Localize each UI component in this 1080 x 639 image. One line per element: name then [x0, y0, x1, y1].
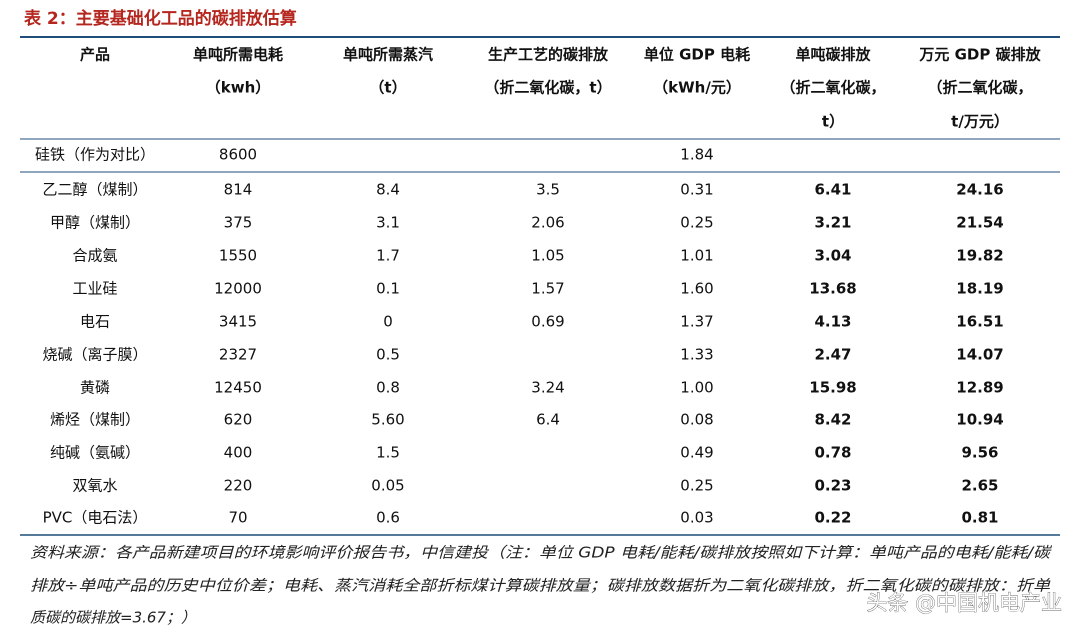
table-cell: 15.98 — [809, 379, 856, 397]
table-cell: 1550 — [219, 247, 257, 265]
table-cell: 0.31 — [680, 181, 713, 199]
table-cell: 16.51 — [956, 313, 1003, 331]
table-cell: 9.56 — [961, 444, 998, 462]
table-cell: 3.04 — [814, 247, 851, 265]
row-label: PVC（电石法） — [43, 509, 148, 527]
table-title: 表 2：主要基础化工品的碳排放估算 — [24, 8, 297, 29]
row-label: 纯碱（氨碱） — [50, 444, 140, 462]
table-cell: 18.19 — [956, 280, 1003, 298]
header-cell: （kwh） — [206, 79, 271, 97]
table-cell: 0.25 — [680, 477, 713, 495]
table-cell: 12.89 — [956, 379, 1003, 397]
table-cell: 6.41 — [814, 181, 851, 199]
table-cell: 0.69 — [531, 313, 564, 331]
row-label: 合成氨 — [72, 247, 117, 265]
table-cell: 0.78 — [814, 444, 851, 462]
row-label: 烧碱（离子膜） — [42, 346, 147, 364]
table-cell: 24.16 — [956, 181, 1003, 199]
header-cell: 单位 GDP 电耗 — [644, 46, 750, 64]
row-label: 黄磷 — [80, 379, 110, 397]
table-cell: 12000 — [214, 280, 262, 298]
table-cell: 0.05 — [371, 477, 404, 495]
table-cell: 12450 — [214, 379, 262, 397]
table-cell: 1.01 — [680, 247, 713, 265]
header-cell: （折二氧化碳， — [927, 79, 1032, 97]
table-cell: 3.24 — [531, 379, 564, 397]
table-cell: 14.07 — [956, 346, 1003, 364]
header-cell: 生产工艺的碳排放 — [488, 46, 609, 64]
table-cell: 0.49 — [680, 444, 713, 462]
table-cell: 220 — [224, 477, 253, 495]
table-cell: 21.54 — [956, 214, 1003, 232]
table-cell: 1.7 — [376, 247, 400, 265]
table-cell: 2327 — [219, 346, 257, 364]
table-cell: 0.22 — [814, 509, 851, 527]
table-cell: 4.13 — [814, 313, 851, 331]
header-cell: 单吨碳排放 — [795, 46, 871, 64]
table-cell: 0.1 — [376, 280, 400, 298]
table-cell: 2.06 — [531, 214, 564, 232]
table-cell: 0 — [383, 313, 393, 331]
table-cell: 3415 — [219, 313, 257, 331]
table-cell: 0.5 — [376, 346, 400, 364]
header-cell: （折二氧化碳，t） — [484, 79, 611, 97]
table-cell: 0.03 — [680, 509, 713, 527]
table-cell: 1.5 — [376, 444, 400, 462]
table-cell: 2.65 — [961, 477, 998, 495]
header-cell: （折二氧化碳， — [780, 79, 885, 97]
table-cell: 814 — [224, 181, 253, 199]
watermark: 头条 @中国机电产业 — [866, 591, 1062, 615]
row-label: 电石 — [80, 313, 110, 331]
row-label: 烯烃（煤制） — [50, 411, 140, 429]
header-cell: 单吨所需蒸汽 — [343, 46, 433, 64]
table-cell: 620 — [224, 411, 253, 429]
row-label: 甲醇（煤制） — [50, 214, 140, 232]
table-cell: 10.94 — [956, 411, 1003, 429]
row-label: 硅铁（作为对比） — [35, 146, 155, 164]
table-cell: 3.5 — [536, 181, 560, 199]
source-note: 质碳的碳排放=3.67；） — [30, 609, 196, 627]
table-cell: 8600 — [219, 146, 257, 164]
table-cell: 0.8 — [376, 379, 400, 397]
header-cell: 单吨所需电耗 — [193, 46, 283, 64]
table-cell: 375 — [224, 214, 253, 232]
table-cell: 5.60 — [371, 411, 404, 429]
header-cell: t） — [822, 113, 844, 131]
table-cell: 1.33 — [680, 346, 713, 364]
table-cell: 6.4 — [536, 411, 560, 429]
table-cell: 1.05 — [531, 247, 564, 265]
header-cell: （t） — [369, 79, 406, 97]
header-cell: 产品 — [80, 46, 110, 64]
table-cell: 70 — [228, 509, 247, 527]
table-cell: 0.08 — [680, 411, 713, 429]
table-cell: 1.00 — [680, 379, 713, 397]
table-cell: 3.1 — [376, 214, 400, 232]
row-label: 双氧水 — [72, 477, 117, 495]
table-cell: 0.81 — [961, 509, 998, 527]
table-cell: 2.47 — [814, 346, 851, 364]
table-cell: 8.4 — [376, 181, 400, 199]
table-cell: 19.82 — [956, 247, 1003, 265]
table-cell: 400 — [224, 444, 253, 462]
table-cell: 1.60 — [680, 280, 713, 298]
table-cell: 13.68 — [809, 280, 856, 298]
table-cell: 1.84 — [680, 146, 713, 164]
row-label: 工业硅 — [72, 280, 117, 298]
table-cell: 0.25 — [680, 214, 713, 232]
table-cell: 0.6 — [376, 509, 400, 527]
table-cell: 1.57 — [531, 280, 564, 298]
table-cell: 0.23 — [814, 477, 851, 495]
row-label: 乙二醇（煤制） — [42, 181, 147, 199]
header-cell: （kWh/元） — [653, 79, 741, 97]
table-cell: 8.42 — [814, 411, 851, 429]
source-note: 资料来源：各产品新建项目的环境影响评价报告书，中信建投（注：单位 GDP 电耗/… — [30, 544, 1052, 562]
header-cell: t/万元） — [951, 113, 1009, 131]
table-cell: 1.37 — [680, 313, 713, 331]
source-note: 排放÷单吨产品的历史中位价差；电耗、蒸汽消耗全部折标煤计算碳排放量；碳排放数据折… — [30, 577, 1051, 595]
header-cell: 万元 GDP 碳排放 — [918, 46, 1041, 64]
table-cell: 3.21 — [814, 214, 851, 232]
